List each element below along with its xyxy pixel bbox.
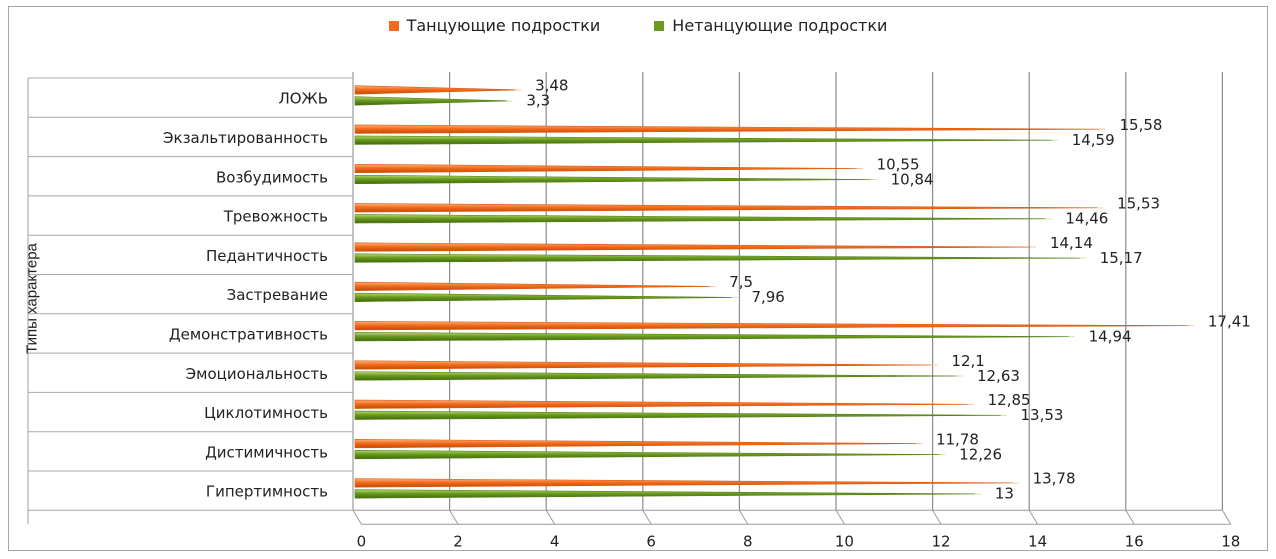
data-label-nondancing: 12,63: [977, 367, 1020, 385]
bar-dancing: [354, 203, 1104, 213]
data-label-dancing: 15,53: [1117, 195, 1160, 213]
data-label-nondancing: 13: [995, 485, 1014, 503]
x-tick-label: 2: [453, 532, 463, 550]
category-label: Эмоциональность: [186, 365, 328, 383]
data-label-dancing: 14,14: [1050, 234, 1093, 252]
data-label-nondancing: 10,84: [891, 170, 934, 188]
x-tick-label: 12: [931, 532, 950, 550]
floor-grid-line: [1221, 510, 1232, 525]
data-label-nondancing: 12,26: [959, 445, 1002, 463]
bar-dancing: [354, 360, 938, 370]
floor-grid-line: [835, 510, 845, 525]
category-label: Циклотимность: [204, 404, 328, 422]
bar-nondancing: [354, 96, 513, 106]
legend-item-nondancing: Нетанцующие подростки: [654, 16, 887, 35]
category-label: Возбудимость: [216, 168, 328, 186]
bar-nondancing: [354, 174, 877, 185]
category-label: Демонстративность: [169, 325, 328, 343]
floor-grid-line: [1028, 510, 1039, 525]
bar-dancing: [354, 439, 922, 449]
legend-swatch-nondancing: [654, 20, 665, 31]
bar-dancing: [354, 478, 1019, 488]
floor-grid-line: [932, 510, 942, 525]
category-label: ЛОЖЬ: [278, 90, 328, 108]
floor-grid-line: [738, 510, 749, 525]
bar-dancing: [354, 124, 1106, 134]
x-tick-label: 6: [646, 532, 656, 550]
bar-nondancing: [354, 450, 946, 460]
bar-dancing: [354, 163, 863, 174]
category-label: Застревание: [227, 286, 328, 304]
data-label-dancing: 7,5: [729, 273, 753, 291]
y-axis-title: Типы характера: [23, 243, 41, 354]
data-label-dancing: 12,1: [951, 352, 984, 370]
category-label: Экзальтированность: [163, 129, 328, 147]
bar-nondancing: [354, 489, 981, 499]
bar-nondancing: [354, 135, 1058, 145]
bar-nondancing: [354, 332, 1075, 342]
data-label-nondancing: 15,17: [1100, 249, 1143, 267]
data-label-dancing: 13,78: [1033, 470, 1076, 488]
bar-nondancing: [354, 410, 1007, 420]
x-tick-label: 10: [835, 532, 854, 550]
bar-dancing: [354, 242, 1036, 252]
data-label-nondancing: 7,96: [751, 288, 784, 306]
chart-legend: Танцующие подростки Нетанцующие подростк…: [0, 16, 1276, 35]
data-label-nondancing: 14,94: [1089, 327, 1132, 345]
floor-grid-line: [642, 510, 652, 525]
legend-swatch-dancing: [388, 20, 399, 31]
data-label-nondancing: 14,46: [1065, 210, 1108, 228]
bar-nondancing: [354, 214, 1052, 224]
category-label: Дистимичность: [205, 443, 328, 461]
x-tick-label: 8: [743, 532, 753, 550]
x-tick-label: 4: [550, 532, 560, 550]
data-label-nondancing: 14,59: [1072, 131, 1115, 149]
data-label-dancing: 11,78: [936, 430, 979, 448]
data-label-dancing: 3,48: [535, 77, 568, 95]
legend-label-nondancing: Нетанцующие подростки: [672, 16, 888, 35]
data-label-dancing: 10,55: [877, 155, 920, 173]
bar-nondancing: [354, 371, 964, 381]
bar-dancing: [354, 321, 1194, 331]
x-tick-label: 16: [1125, 532, 1144, 550]
data-label-dancing: 15,58: [1120, 116, 1163, 134]
x-tick-label: 0: [357, 532, 367, 550]
data-label-nondancing: 13,53: [1020, 406, 1063, 424]
bar-nondancing: [354, 253, 1086, 263]
data-label-nondancing: 3,3: [526, 92, 550, 110]
category-label: Гипертимность: [206, 483, 328, 501]
legend-label-dancing: Танцующие подростки: [406, 16, 601, 35]
floor-grid-line: [449, 510, 459, 525]
floor-grid-line: [352, 510, 362, 525]
bar-dancing: [354, 85, 522, 95]
x-tick-label: 14: [1028, 532, 1047, 550]
category-label: Тревожность: [223, 208, 328, 226]
floor-grid-line: [545, 510, 556, 525]
x-tick-label: 18: [1221, 532, 1240, 550]
bar-dancing: [354, 281, 716, 291]
bar-nondancing: [354, 292, 738, 302]
floor-grid-line: [1125, 510, 1135, 525]
data-label-dancing: 17,41: [1208, 312, 1251, 330]
category-label: Педантичность: [206, 247, 328, 265]
legend-item-dancing: Танцующие подростки: [388, 16, 601, 35]
chart-frame: [8, 6, 1268, 551]
bar-dancing: [354, 399, 974, 409]
data-label-dancing: 12,85: [988, 391, 1031, 409]
